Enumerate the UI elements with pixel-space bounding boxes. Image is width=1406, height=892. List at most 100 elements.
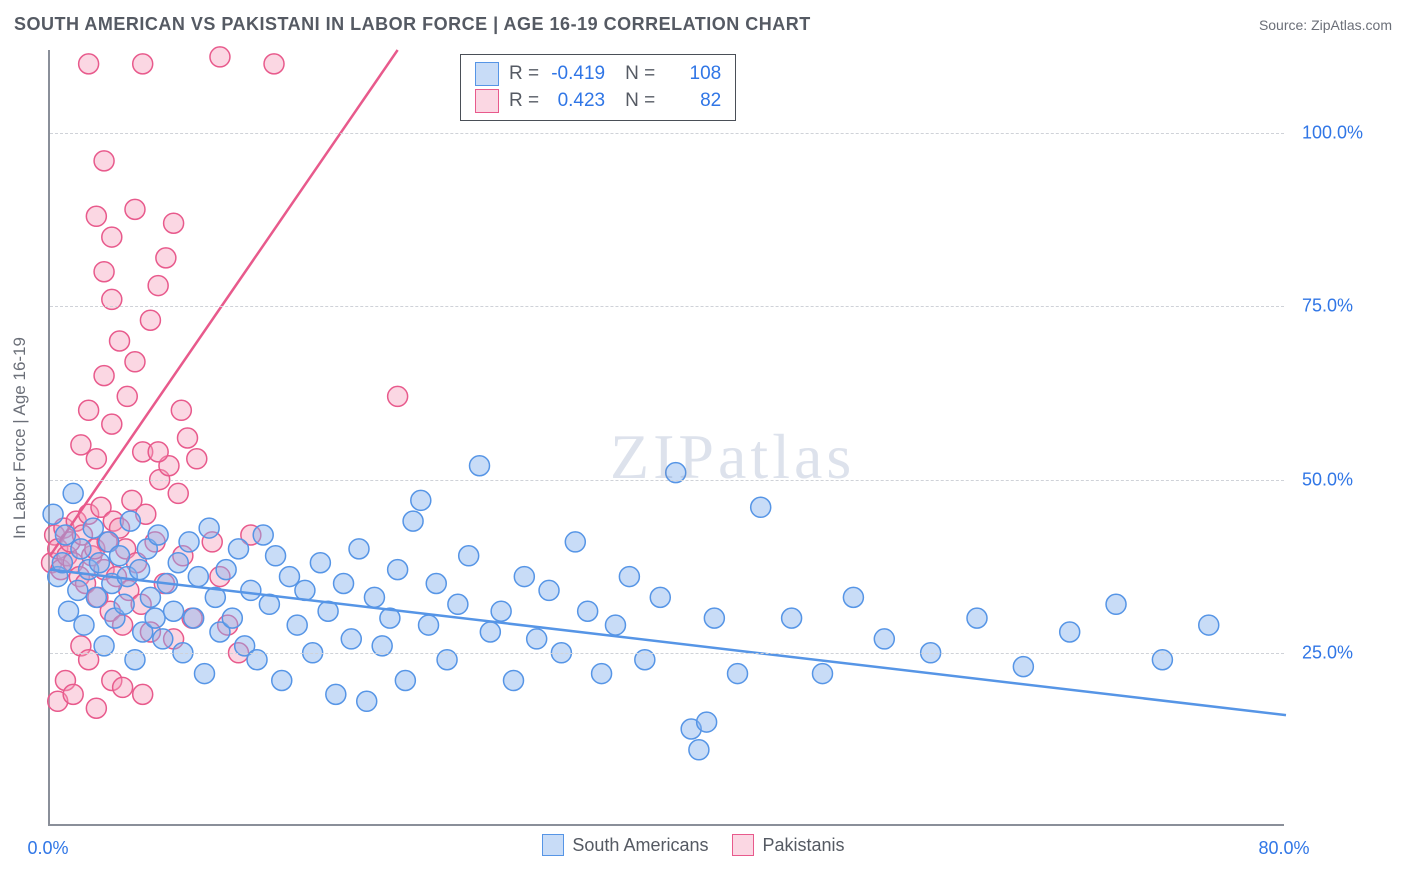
data-point (43, 504, 63, 524)
data-point (395, 671, 415, 691)
data-point (130, 560, 150, 580)
data-point (264, 54, 284, 74)
data-point (79, 400, 99, 420)
data-point (59, 601, 79, 621)
stats-row: R =-0.419N =108 (475, 61, 721, 88)
data-point (148, 525, 168, 545)
scatter-svg (50, 50, 1286, 826)
data-point (266, 546, 286, 566)
data-point (843, 587, 863, 607)
data-point (419, 615, 439, 635)
data-point (241, 580, 261, 600)
stat-n-label: N = (625, 88, 655, 115)
data-point (782, 608, 802, 628)
data-point (55, 525, 75, 545)
stats-row: R = 0.423 N = 82 (475, 88, 721, 115)
data-point (334, 574, 354, 594)
data-point (527, 629, 547, 649)
data-point (565, 532, 585, 552)
stat-n-value: 108 (665, 61, 721, 88)
source-label: Source: ZipAtlas.com (1259, 17, 1392, 33)
data-point (326, 684, 346, 704)
y-axis-label: In Labor Force | Age 16-19 (10, 337, 30, 539)
stat-r-label: R = (509, 88, 539, 115)
data-point (168, 483, 188, 503)
data-point (388, 560, 408, 580)
data-point (156, 248, 176, 268)
data-point (114, 594, 134, 614)
title-bar: SOUTH AMERICAN VS PAKISTANI IN LABOR FOR… (14, 14, 1392, 35)
gridline (50, 306, 1284, 307)
data-point (171, 400, 191, 420)
data-point (125, 352, 145, 372)
data-point (874, 629, 894, 649)
legend-item: Pakistanis (732, 834, 844, 856)
stat-r-label: R = (509, 61, 539, 88)
data-point (94, 366, 114, 386)
data-point (689, 740, 709, 760)
data-point (79, 54, 99, 74)
data-point (504, 671, 524, 691)
data-point (148, 442, 168, 462)
stat-n-label: N = (625, 61, 655, 88)
gridline (50, 653, 1284, 654)
data-point (605, 615, 625, 635)
data-point (164, 213, 184, 233)
data-point (83, 518, 103, 538)
data-point (411, 490, 431, 510)
data-point (187, 449, 207, 469)
data-point (86, 206, 106, 226)
data-point (426, 574, 446, 594)
data-point (133, 684, 153, 704)
data-point (110, 546, 130, 566)
data-point (1060, 622, 1080, 642)
data-point (125, 199, 145, 219)
data-point (459, 546, 479, 566)
chart-title: SOUTH AMERICAN VS PAKISTANI IN LABOR FOR… (14, 14, 811, 35)
stats-box: R =-0.419N =108R =0.423N =82 (460, 54, 736, 121)
data-point (102, 414, 122, 434)
data-point (539, 580, 559, 600)
data-point (120, 511, 140, 531)
legend-label: Pakistanis (762, 835, 844, 856)
data-point (751, 497, 771, 517)
data-point (89, 553, 109, 573)
legend-swatch (542, 834, 564, 856)
data-point (1013, 657, 1033, 677)
data-point (514, 567, 534, 587)
data-point (578, 601, 598, 621)
data-point (216, 560, 236, 580)
data-point (1106, 594, 1126, 614)
data-point (619, 567, 639, 587)
data-point (168, 553, 188, 573)
data-point (592, 664, 612, 684)
legend-label: South Americans (572, 835, 708, 856)
data-point (341, 629, 361, 649)
data-point (195, 664, 215, 684)
data-point (199, 518, 219, 538)
data-point (110, 331, 130, 351)
data-point (470, 456, 490, 476)
data-point (113, 677, 133, 697)
data-point (704, 608, 724, 628)
data-point (68, 580, 88, 600)
data-point (272, 671, 292, 691)
data-point (71, 435, 91, 455)
y-tick-label: 50.0% (1302, 469, 1353, 490)
data-point (448, 594, 468, 614)
gridline (50, 480, 1284, 481)
gridline (50, 133, 1284, 134)
y-tick-label: 25.0% (1302, 642, 1353, 663)
data-point (164, 601, 184, 621)
stat-n-value: 82 (665, 88, 721, 115)
plot-area: ZIPatlas (48, 50, 1284, 826)
stat-r-value: 0.423 (549, 88, 605, 115)
x-tick-label: 0.0% (27, 838, 68, 859)
data-point (63, 684, 83, 704)
data-point (697, 712, 717, 732)
data-point (94, 151, 114, 171)
data-point (71, 539, 91, 559)
y-tick-label: 75.0% (1302, 296, 1353, 317)
data-point (184, 608, 204, 628)
data-point (102, 227, 122, 247)
